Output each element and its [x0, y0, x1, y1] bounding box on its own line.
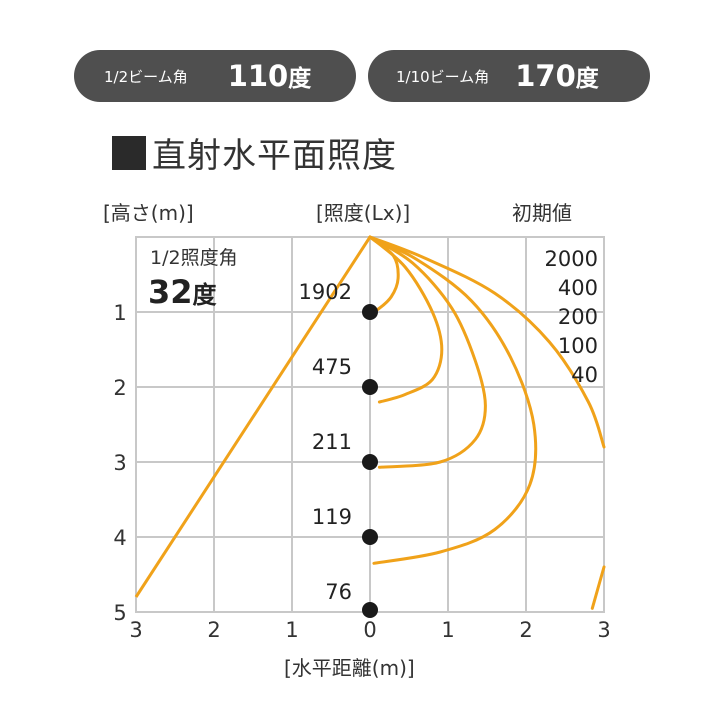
center-points [362, 304, 378, 618]
center-illuminance-label: 119 [312, 505, 352, 529]
illuminance-header: [照度(Lx)] [316, 201, 411, 225]
x-tick-label: 3 [597, 618, 610, 642]
y-tick-label: 5 [113, 601, 126, 625]
y-tick-label: 4 [113, 526, 126, 550]
half-beam-angle-value: 110 [227, 59, 289, 93]
section-title: 直射水平面照度 [112, 128, 397, 177]
half-angle-unit: 度 [193, 281, 218, 309]
half-beam-angle-label: 1/2ビーム角 [104, 67, 188, 86]
x-tick-label: 3 [129, 618, 142, 642]
isolux-legend-label: 40 [571, 363, 598, 387]
half-angle-label: 1/2照度角 [150, 247, 238, 269]
x-tick-label: 1 [441, 618, 454, 642]
isolux-curve-200 [368, 235, 487, 469]
center-point [362, 529, 378, 545]
isolux-legend-label: 2000 [545, 247, 598, 271]
half-beam-angle-unit: 度 [288, 66, 312, 92]
isolux-curve-40-lower [590, 565, 606, 610]
half-beam-angle-badge: 1/2ビーム角 110 度 [74, 50, 356, 102]
x-axis-label: [水平距離(m)] [284, 656, 415, 680]
initial-value-header: 初期値 [512, 201, 572, 225]
half-angle-value-text: 32度 [148, 273, 218, 311]
tenth-beam-angle-label: 1/10ビーム角 [396, 67, 490, 86]
tenth-beam-angle-unit: 度 [575, 66, 599, 92]
center-point [362, 304, 378, 320]
tenth-beam-angle-value: 170 [515, 59, 576, 93]
center-point [362, 602, 378, 618]
center-illuminance-label: 211 [312, 430, 352, 454]
isolux-curve-100 [368, 235, 538, 565]
center-illuminance-label: 475 [312, 355, 352, 379]
half-angle-line [134, 236, 372, 598]
center-point [362, 454, 378, 470]
x-tick-label: 1 [285, 618, 298, 642]
center-illuminance-label: 76 [325, 580, 352, 604]
tenth-beam-angle-badge: 1/10ビーム角 170 度 [368, 50, 650, 102]
y-tick-label: 1 [113, 301, 126, 325]
half-angle-value: 32 [148, 273, 193, 311]
chart-labels: 1/2照度角 32度 3 2 1 0 1 2 31234519024752111197620… [113, 247, 610, 642]
center-illuminance-label: 1902 [299, 280, 352, 304]
x-tick-label: 0 [363, 618, 376, 642]
isolux-curve-400 [368, 235, 444, 404]
isolux-legend-label: 200 [558, 305, 598, 329]
y-tick-label: 3 [113, 451, 126, 475]
isolux-legend-label: 100 [558, 334, 598, 358]
center-point [362, 379, 378, 395]
isolux-legend-label: 400 [558, 276, 598, 300]
section-title-text: 直射水平面照度 [152, 136, 397, 176]
x-tick-label: 2 [207, 618, 220, 642]
title-square-icon [112, 135, 146, 170]
y-tick-label: 2 [113, 376, 126, 400]
x-tick-label: 2 [519, 618, 532, 642]
isolux-curve-40 [368, 235, 606, 449]
height-header: [高さ(m)] [103, 201, 194, 225]
